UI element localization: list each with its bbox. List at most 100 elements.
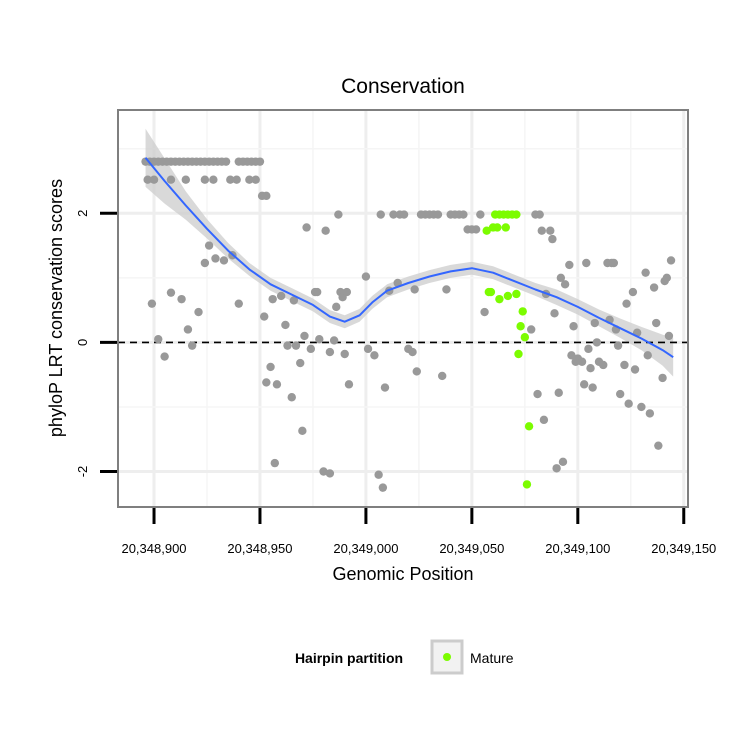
other-point (312, 287, 322, 297)
other-point (590, 318, 599, 328)
other-point (526, 325, 536, 334)
other-point (147, 299, 157, 308)
mature-point (512, 210, 521, 219)
other-point (376, 210, 385, 219)
other-point (149, 175, 159, 184)
other-point (194, 307, 203, 317)
other-point (649, 283, 659, 292)
mature-point (522, 480, 532, 489)
other-point (565, 260, 574, 270)
other-point (302, 223, 311, 232)
other-point (166, 175, 176, 184)
other-point (143, 175, 152, 184)
other-point (219, 256, 229, 265)
other-point (480, 307, 489, 317)
other-point (266, 362, 275, 372)
other-point (438, 371, 447, 381)
other-point (662, 273, 672, 283)
x-axis: 20,348,900 20,348,950 20,349,000 20,349,050… (121, 508, 716, 556)
other-point (630, 365, 640, 374)
other-point (232, 175, 241, 184)
other-point (433, 210, 443, 219)
other-point (226, 175, 235, 184)
other-point (154, 334, 163, 344)
other-point (315, 334, 324, 344)
other-point (325, 347, 335, 357)
other-point (363, 344, 373, 354)
other-point (652, 318, 661, 328)
legend-label-mature: Mature (470, 650, 514, 666)
other-point (200, 175, 210, 184)
other-point (548, 234, 557, 244)
mature-point (493, 223, 502, 232)
mature-point (501, 223, 510, 232)
other-point (389, 210, 398, 219)
chart-title: Conservation (341, 75, 465, 98)
points-layer (141, 157, 676, 492)
other-point (255, 157, 265, 166)
other-point (624, 399, 633, 408)
other-point (342, 287, 352, 297)
other-point (251, 175, 260, 184)
y-axis: -2 0 2 (75, 210, 117, 477)
other-point (577, 357, 587, 366)
other-point (177, 294, 186, 304)
other-point (554, 388, 563, 397)
other-point (558, 457, 568, 467)
other-point (552, 464, 561, 473)
other-point (268, 294, 277, 304)
x-axis-title: Genomic Position (332, 564, 473, 584)
other-point (658, 373, 667, 383)
other-point (622, 299, 631, 308)
other-point (582, 258, 591, 268)
other-point (476, 210, 485, 219)
other-point (628, 287, 638, 297)
other-point (262, 191, 271, 201)
other-point (234, 299, 243, 308)
other-point (334, 210, 343, 219)
other-point (442, 285, 451, 294)
panel-background (118, 110, 688, 507)
other-point (609, 258, 619, 268)
mature-point (518, 307, 527, 316)
other-point (546, 226, 555, 235)
other-point (535, 210, 544, 219)
mature-point (520, 333, 530, 342)
other-point (283, 341, 292, 350)
other-point (200, 258, 210, 268)
other-point (615, 389, 625, 399)
other-point (260, 312, 269, 321)
other-point (374, 470, 383, 479)
other-point (344, 380, 354, 389)
other-point (641, 268, 650, 277)
x-tick-label: 20,348,950 (227, 541, 292, 556)
panel-border (117, 109, 689, 508)
other-point (160, 352, 169, 361)
other-point (361, 272, 371, 281)
other-point (332, 302, 341, 312)
other-point (599, 360, 608, 370)
other-point (586, 364, 595, 373)
smooth-curve (144, 157, 674, 359)
x-tick-label: 20,348,900 (121, 541, 186, 556)
other-point (166, 288, 176, 297)
mature-point (495, 294, 504, 304)
other-point (560, 280, 570, 289)
x-tick-label: 20,349,150 (651, 541, 716, 556)
other-point (399, 210, 409, 219)
x-tick-label: 20,349,000 (333, 541, 398, 556)
y-tick-label: 0 (75, 339, 90, 346)
x-tick-label: 20,349,100 (545, 541, 610, 556)
other-point (329, 336, 339, 345)
other-point (204, 241, 214, 250)
other-point (664, 331, 674, 341)
other-point (539, 415, 549, 425)
other-point (300, 331, 309, 341)
mature-point (486, 287, 496, 297)
other-point (645, 409, 655, 418)
other-point (321, 226, 330, 235)
legend: Hairpin partition Mature (295, 639, 514, 675)
other-point (221, 157, 231, 166)
other-point (643, 351, 652, 360)
